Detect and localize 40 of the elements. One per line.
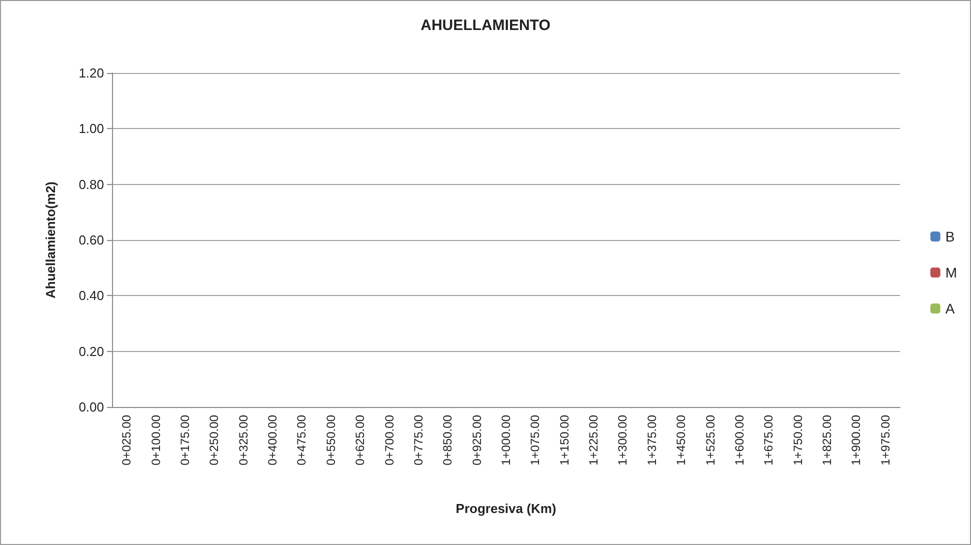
x-tick-label: 0+475.00 <box>294 414 309 466</box>
y-tick-label: 0.20 <box>78 344 104 359</box>
x-tick-label: 1+075.00 <box>528 414 542 466</box>
y-tick-label: 0.40 <box>78 288 104 304</box>
x-tick-label: 1+150.00 <box>557 414 572 466</box>
y-axis-title: Ahuellamiento(m2) <box>43 181 58 299</box>
x-tick-label: 0+850.00 <box>440 414 455 466</box>
legend-label: A <box>945 300 956 316</box>
chart-title: AHUELLAMIENTO <box>420 17 551 34</box>
x-tick-label: 0+250.00 <box>207 414 222 466</box>
x-tick-label: 1+225.00 <box>586 414 601 466</box>
y-tick-label: 1.20 <box>78 66 104 80</box>
x-tick-label: 1+450.00 <box>674 414 688 466</box>
y-tick-label: 1.00 <box>78 121 104 136</box>
x-tick-label: 1+525.00 <box>703 414 718 466</box>
x-tick-label: 1+900.00 <box>849 414 864 466</box>
x-tick-label: 0+025.00 <box>120 414 134 466</box>
y-tick-label: 0.60 <box>78 232 104 248</box>
x-axis-title: Progresiva (Km) <box>456 501 556 516</box>
y-tick-label: 0.00 <box>78 400 104 414</box>
x-tick-label: 1+300.00 <box>616 414 630 466</box>
x-tick-label: 1+600.00 <box>732 414 746 466</box>
x-tick-label: 0+550.00 <box>324 414 338 466</box>
x-tick-label: 0+925.00 <box>470 414 484 466</box>
x-tick-label: 1+000.00 <box>499 414 513 466</box>
x-tick-label: 0+625.00 <box>353 414 368 466</box>
x-tick-label: 1+750.00 <box>790 414 805 466</box>
x-tick-label: 1+375.00 <box>644 414 659 466</box>
x-tick-label: 0+400.00 <box>266 414 280 466</box>
x-tick-label: 1+825.00 <box>820 414 834 466</box>
x-tick-label: 0+175.00 <box>178 414 192 466</box>
x-tick-label: 0+775.00 <box>411 414 426 466</box>
x-tick-label: 0+325.00 <box>236 414 250 466</box>
x-tick-label: 0+100.00 <box>148 414 163 466</box>
x-tick-label: 1+675.00 <box>762 414 776 466</box>
x-tick-label: 0+700.00 <box>382 414 396 466</box>
legend-label: B <box>945 228 955 244</box>
y-tick-label: 0.80 <box>78 176 104 192</box>
x-tick-label: 1+975.00 <box>878 414 892 466</box>
legend-label: M <box>945 264 958 280</box>
